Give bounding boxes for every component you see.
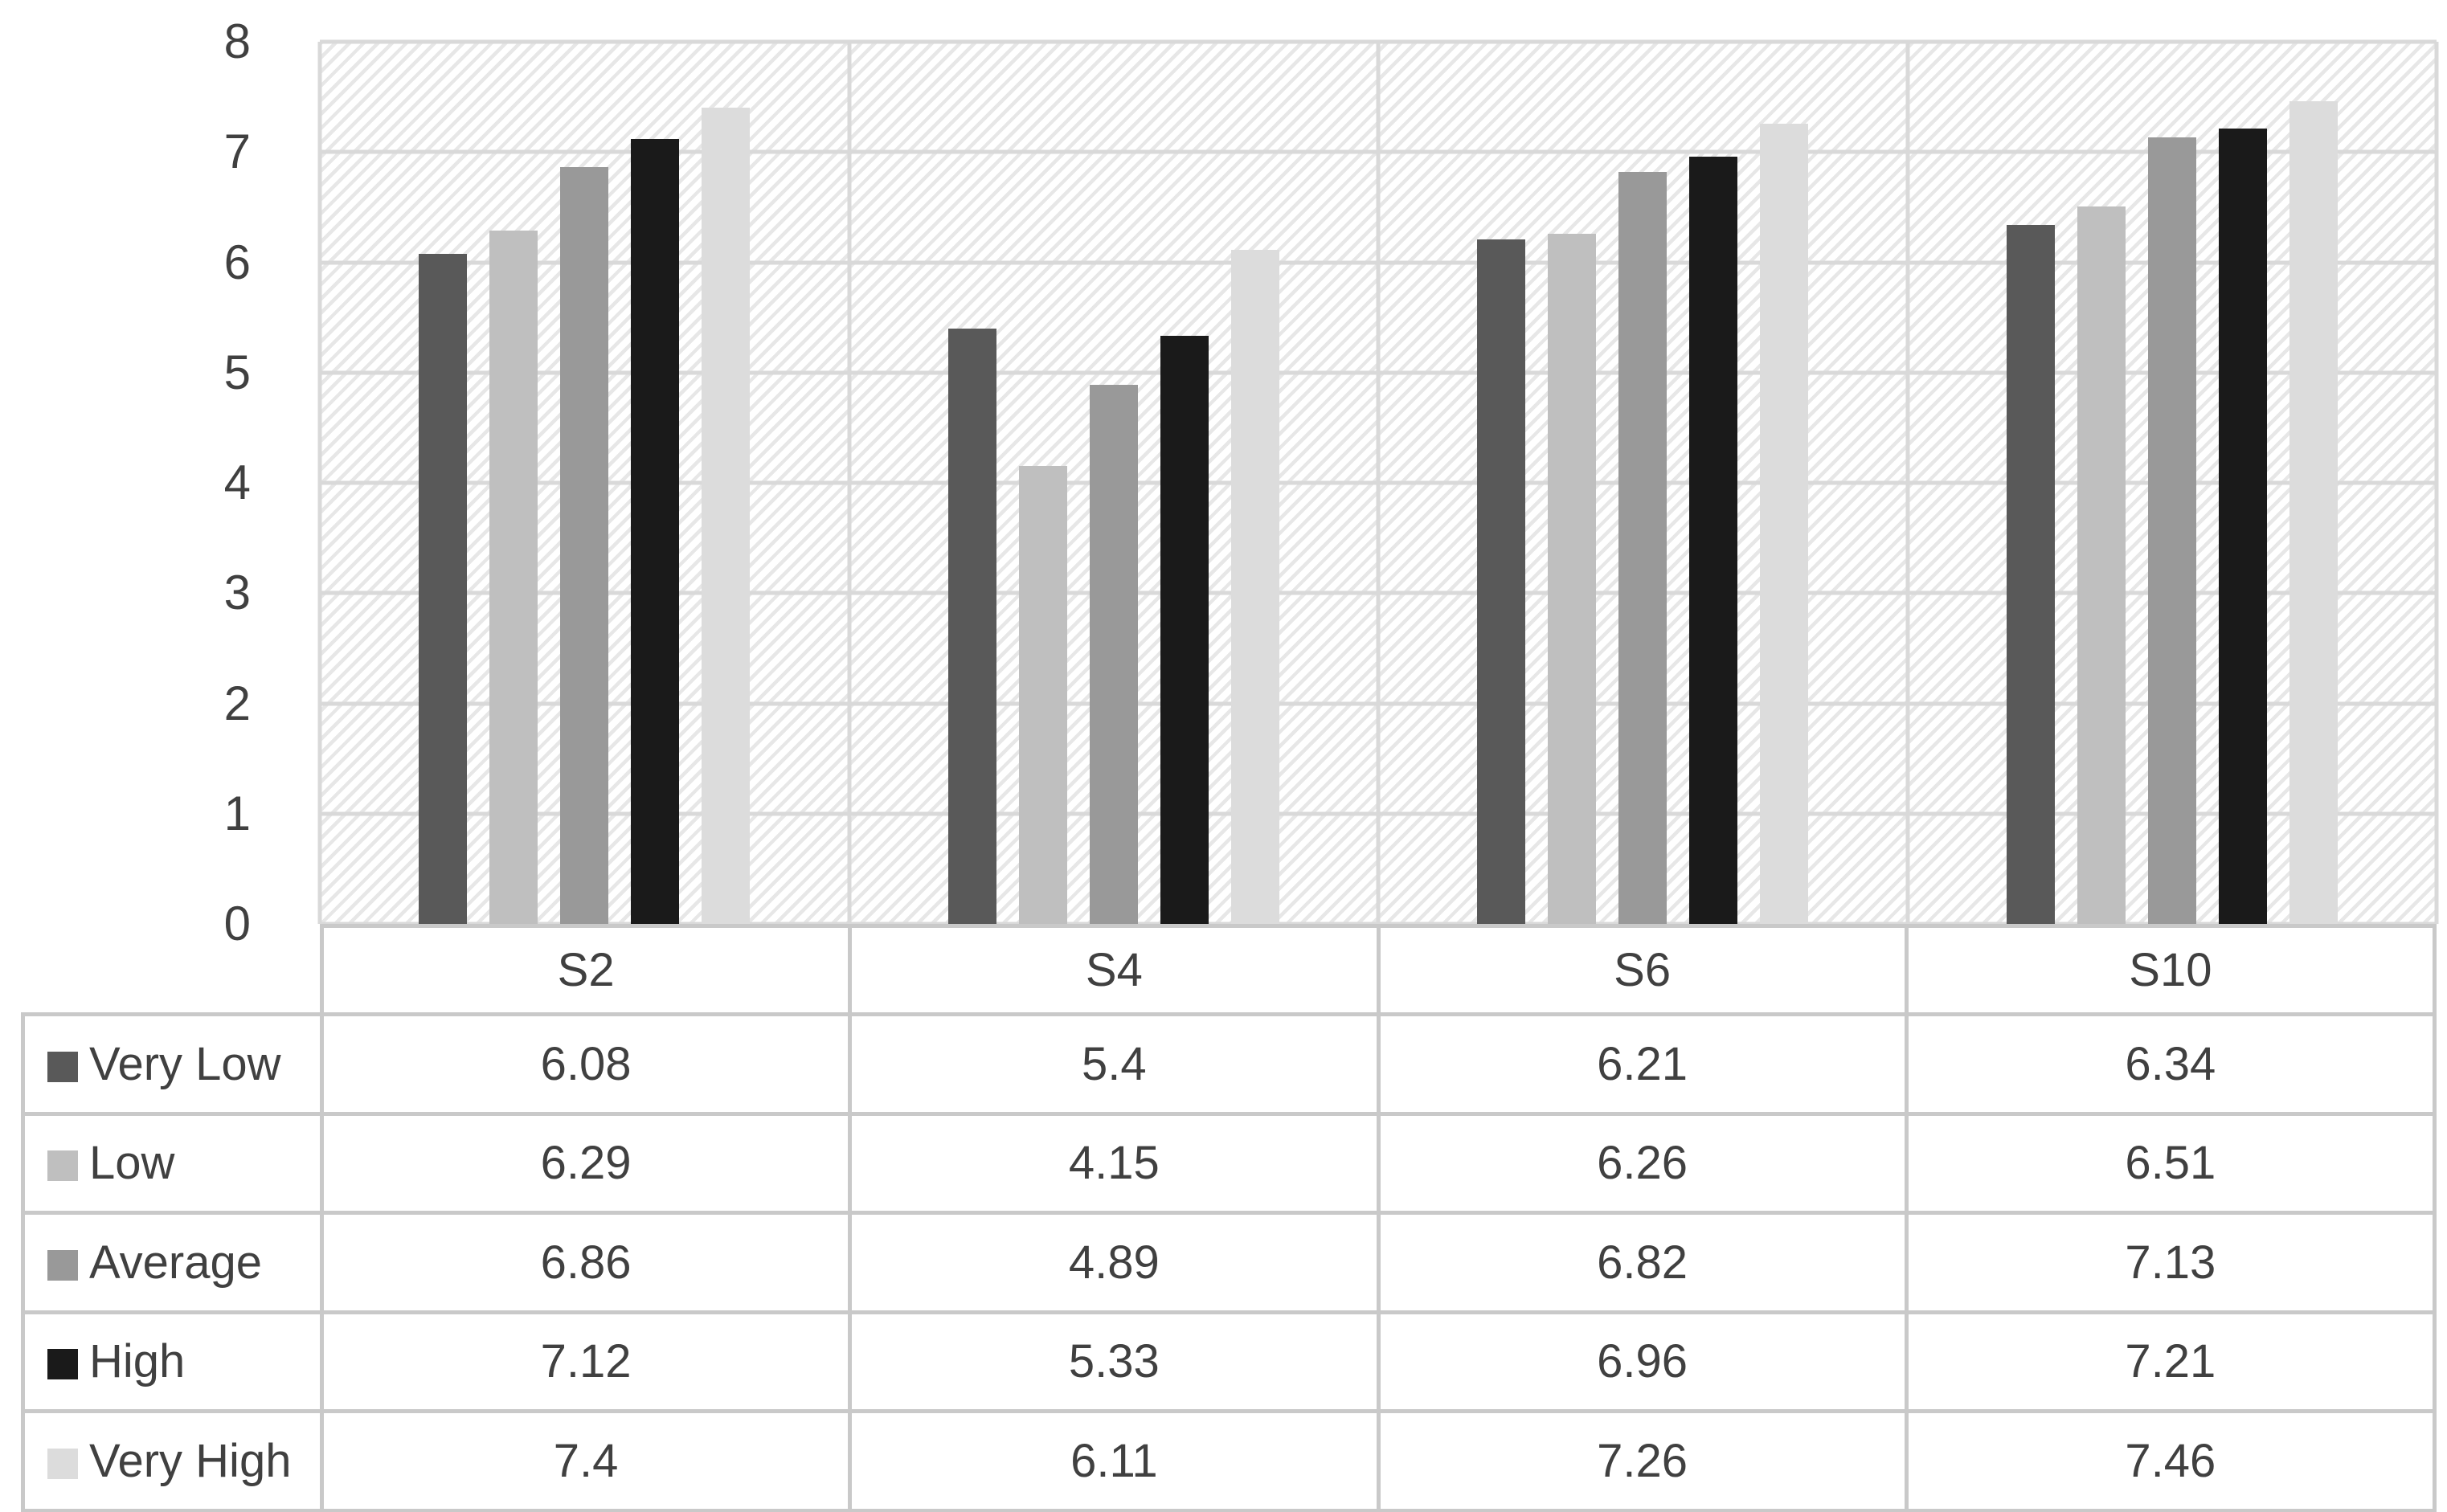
table-row-low: Low 6.29 4.15 6.26 6.51 [21, 1111, 2437, 1215]
category-header-row: S2 S4 S6 S10 [23, 924, 2437, 1016]
bar-average-s6 [1618, 171, 1667, 924]
table-row-very-high: Very High 7.4 6.11 7.26 7.46 [21, 1409, 2437, 1512]
bar-low-s4 [1018, 466, 1067, 924]
table-row-very-low: Very Low 6.08 5.4 6.21 6.34 [21, 1012, 2437, 1116]
category-header-s10: S10 [1904, 924, 2437, 1016]
bar-very-low-s2 [419, 253, 468, 924]
value-cell-s10-average: 7.13 [1904, 1211, 2437, 1314]
legend-cell-very-high: Very High [21, 1409, 324, 1512]
y-axis-tick-label: 7 [223, 125, 251, 179]
series-swatch [47, 1051, 78, 1082]
y-axis-tick-label: 6 [223, 235, 251, 289]
value-cell-s6-very-high: 7.26 [1376, 1409, 1909, 1512]
y-axis-tick-label: 8 [223, 14, 251, 68]
bar-group-s2 [320, 42, 849, 924]
value-cell-s2-low: 6.29 [319, 1111, 853, 1215]
category-header-s4: S4 [848, 924, 1381, 1016]
value-cell-s4-low: 4.15 [848, 1111, 1381, 1215]
series-label: Very Low [89, 1037, 281, 1090]
series-swatch [47, 1349, 78, 1380]
series-swatch [47, 1249, 78, 1281]
value-cell-s6-low: 6.26 [1376, 1111, 1909, 1215]
value-cell-s10-very-low: 6.34 [1904, 1012, 2437, 1116]
vertical-gridline [1905, 42, 1909, 924]
value-cell-s2-average: 6.86 [319, 1211, 853, 1314]
legend-cell-very-low: Very Low [21, 1012, 324, 1116]
bar-low-s6 [1548, 233, 1597, 924]
table-spacer-cell [23, 926, 322, 1015]
y-axis-tick-label: 5 [223, 345, 251, 399]
plot-area [317, 39, 2439, 926]
value-cell-s2-high: 7.12 [319, 1310, 853, 1413]
value-cell-s6-average: 6.82 [1376, 1211, 1909, 1314]
bar-very-low-s6 [1477, 239, 1526, 924]
value-cell-s2-very-low: 6.08 [319, 1012, 853, 1116]
legend-cell-high: High [21, 1310, 324, 1413]
bar-group-s4 [849, 42, 1379, 924]
value-cell-s4-high: 5.33 [848, 1310, 1381, 1413]
series-label: Low [89, 1137, 175, 1190]
vertical-gridline [847, 42, 851, 924]
plot-right-border [2434, 42, 2439, 924]
bar-high-s10 [2218, 129, 2267, 924]
bar-very-low-s10 [2006, 224, 2055, 924]
vertical-gridline [1376, 42, 1381, 924]
bar-average-s2 [560, 167, 609, 924]
y-axis-tick-label: 0 [223, 897, 251, 950]
bar-high-s4 [1160, 336, 1209, 924]
series-label: Average [89, 1236, 262, 1289]
category-header-s6: S6 [1376, 924, 1909, 1016]
series-label: Very High [89, 1434, 292, 1487]
value-cell-s6-very-low: 6.21 [1376, 1012, 1909, 1116]
bar-very-high-s10 [2289, 101, 2338, 924]
series-swatch [47, 1448, 78, 1479]
table-row-average: Average 6.86 4.89 6.82 7.13 [21, 1211, 2437, 1314]
legend-cell-average: Average [21, 1211, 324, 1314]
value-cell-s10-very-high: 7.46 [1904, 1409, 2437, 1512]
bar-high-s2 [631, 138, 680, 924]
y-axis-tick-label: 1 [223, 786, 251, 840]
y-axis-tick-label: 2 [223, 676, 251, 730]
bar-low-s2 [489, 230, 538, 924]
bar-very-high-s2 [702, 108, 751, 924]
y-axis-tick-label: 4 [223, 456, 251, 509]
bar-average-s4 [1089, 384, 1138, 924]
bar-very-low-s4 [947, 328, 996, 924]
series-label: High [89, 1335, 186, 1388]
series-swatch [47, 1150, 78, 1182]
y-axis-line [317, 42, 322, 924]
table-row-high: High 7.12 5.33 6.96 7.21 [21, 1310, 2437, 1413]
y-axis-tick-label: 3 [223, 566, 251, 620]
value-cell-s2-very-high: 7.4 [319, 1409, 853, 1512]
value-cell-s4-average: 4.89 [848, 1211, 1381, 1314]
legend-cell-low: Low [21, 1111, 324, 1215]
value-cell-s10-low: 6.51 [1904, 1111, 2437, 1215]
bar-average-s10 [2147, 137, 2196, 924]
value-cell-s10-high: 7.21 [1904, 1310, 2437, 1413]
category-header-s2: S2 [319, 924, 853, 1016]
bar-group-s6 [1378, 42, 1908, 924]
data-table: S2 S4 S6 S10 Very Low 6.08 5.4 6.21 6.34 Low 6.29 4… [21, 924, 2437, 1512]
bar-high-s6 [1689, 156, 1738, 924]
value-cell-s6-high: 6.96 [1376, 1310, 1909, 1413]
value-cell-s4-very-low: 5.4 [848, 1012, 1381, 1116]
value-cell-s4-very-high: 6.11 [848, 1409, 1381, 1512]
bar-very-high-s6 [1760, 123, 1809, 924]
bar-group-s10 [1908, 42, 2437, 924]
bar-low-s10 [2077, 206, 2126, 924]
horizontal-gridline [320, 922, 2437, 926]
bar-very-high-s4 [1230, 250, 1279, 924]
